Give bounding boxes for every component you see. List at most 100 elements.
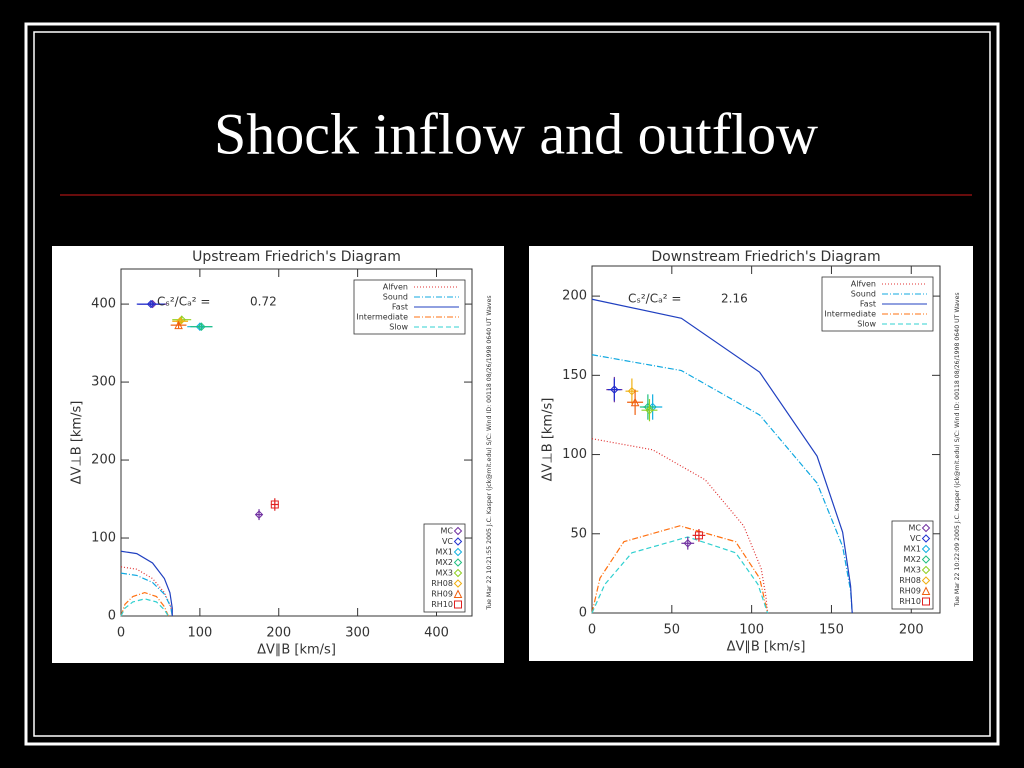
- legend-marker: [453, 589, 463, 598]
- outer-border: [24, 22, 1000, 746]
- x-tick-label: 400: [424, 626, 449, 641]
- marker: [694, 531, 703, 540]
- legend-label: MX3: [904, 566, 921, 575]
- legend-label: MX1: [436, 548, 453, 557]
- marker: [197, 322, 206, 331]
- legend-label: Alfven: [383, 283, 408, 292]
- y-axis-label: ΔV⊥B [km/s]: [541, 398, 556, 482]
- legend-label: MC: [441, 527, 454, 536]
- legend-marker: [921, 523, 931, 533]
- x-tick-label: 150: [819, 623, 844, 638]
- legend-marker: [453, 558, 463, 567]
- legend-label: Fast: [860, 300, 876, 309]
- legend-label: MX3: [436, 569, 453, 578]
- legend-label: RH10: [431, 600, 453, 609]
- x-tick-label: 100: [187, 626, 212, 641]
- legend-label: RH09: [899, 587, 921, 596]
- legend-label: Intermediate: [824, 310, 876, 319]
- x-tick-label: 300: [345, 626, 370, 641]
- y-tick-label: 0: [108, 609, 116, 624]
- x-tick-label: 0: [588, 623, 596, 638]
- legend-label: RH08: [899, 576, 921, 585]
- y-tick-label: 200: [91, 453, 116, 468]
- legend-marker: [921, 576, 931, 585]
- curve: [591, 525, 769, 614]
- y-tick-label: 50: [570, 526, 587, 541]
- legend-label: VC: [910, 534, 921, 543]
- legend-label: Sound: [383, 293, 408, 302]
- curve: [591, 354, 853, 614]
- legend-label: VC: [442, 537, 453, 546]
- side-note: Tue Mar 22 10:21:55 2005 J.C. Kasper (jc…: [485, 295, 493, 610]
- legend-marker: [453, 568, 463, 578]
- legend-label: MX2: [904, 555, 921, 564]
- y-tick-label: 200: [562, 289, 587, 304]
- plot-frame: [591, 265, 941, 614]
- chart-title: Downstream Friedrich's Diagram: [651, 249, 880, 265]
- marker: [645, 405, 654, 415]
- legend-marker: [453, 547, 463, 557]
- marker: [270, 500, 279, 509]
- legend-label: Slow: [389, 323, 408, 332]
- curve: [120, 591, 169, 617]
- legend-label: Slow: [857, 320, 876, 329]
- legend-marker: [453, 537, 463, 546]
- legend-marker: [921, 555, 931, 564]
- marker: [610, 385, 619, 394]
- x-tick-label: 50: [664, 623, 681, 638]
- legend-marker: [453, 579, 463, 588]
- legend-label: Sound: [851, 290, 876, 299]
- legend-label: MX2: [436, 558, 453, 567]
- slide-title: Shock inflow and outflow: [214, 101, 818, 166]
- legend-label: RH10: [899, 597, 921, 606]
- plot-frame: [120, 268, 473, 617]
- legend-label: Intermediate: [356, 313, 408, 322]
- inner-border: [33, 31, 991, 737]
- legend-marker: [453, 526, 463, 536]
- annotation-value: 2.16: [721, 292, 748, 306]
- chart-title: Upstream Friedrich's Diagram: [192, 249, 401, 265]
- legend-marker: [921, 544, 931, 554]
- curve: [120, 598, 169, 617]
- y-axis-label: ΔV⊥B [km/s]: [70, 401, 85, 485]
- legend-label: MX1: [904, 545, 921, 554]
- legend-label: Alfven: [851, 280, 876, 289]
- curve: [120, 572, 173, 617]
- marker: [148, 299, 157, 309]
- legend-marker: [921, 534, 931, 543]
- annotation-label: Cₛ²/Cₐ² =: [628, 292, 681, 306]
- y-tick-label: 100: [91, 531, 116, 546]
- marker: [254, 510, 264, 519]
- y-tick-label: 300: [91, 375, 116, 390]
- y-tick-label: 400: [91, 297, 116, 312]
- curve: [120, 566, 173, 617]
- legend-marker: [921, 586, 931, 595]
- x-tick-label: 100: [739, 623, 764, 638]
- marker: [195, 322, 205, 331]
- marker: [627, 386, 637, 396]
- marker: [683, 539, 692, 548]
- legend-marker: [921, 565, 931, 575]
- x-tick-label: 200: [266, 626, 291, 641]
- y-tick-label: 0: [579, 606, 587, 621]
- x-tick-label: 200: [899, 623, 924, 638]
- annotation-label: Cₛ²/Cₐ² =: [157, 295, 210, 309]
- legend-label: MC: [909, 524, 922, 533]
- annotation-value: 0.72: [250, 295, 277, 309]
- legend-label: RH09: [431, 590, 453, 599]
- marker: [630, 397, 640, 407]
- marker: [146, 299, 156, 309]
- legend-marker: [454, 600, 462, 609]
- x-tick-label: 0: [117, 626, 125, 641]
- marker: [174, 320, 183, 330]
- x-axis-label: ΔV∥B [km/s]: [257, 643, 336, 658]
- legend-label: Fast: [392, 303, 408, 312]
- legend-label: RH08: [431, 579, 453, 588]
- x-axis-label: ΔV∥B [km/s]: [727, 640, 806, 655]
- y-tick-label: 150: [562, 368, 587, 383]
- legend-marker: [922, 597, 930, 606]
- side-note: Tue Mar 22 10:22:09 2005 J.C. Kasper (jc…: [953, 292, 961, 607]
- curve: [591, 298, 853, 614]
